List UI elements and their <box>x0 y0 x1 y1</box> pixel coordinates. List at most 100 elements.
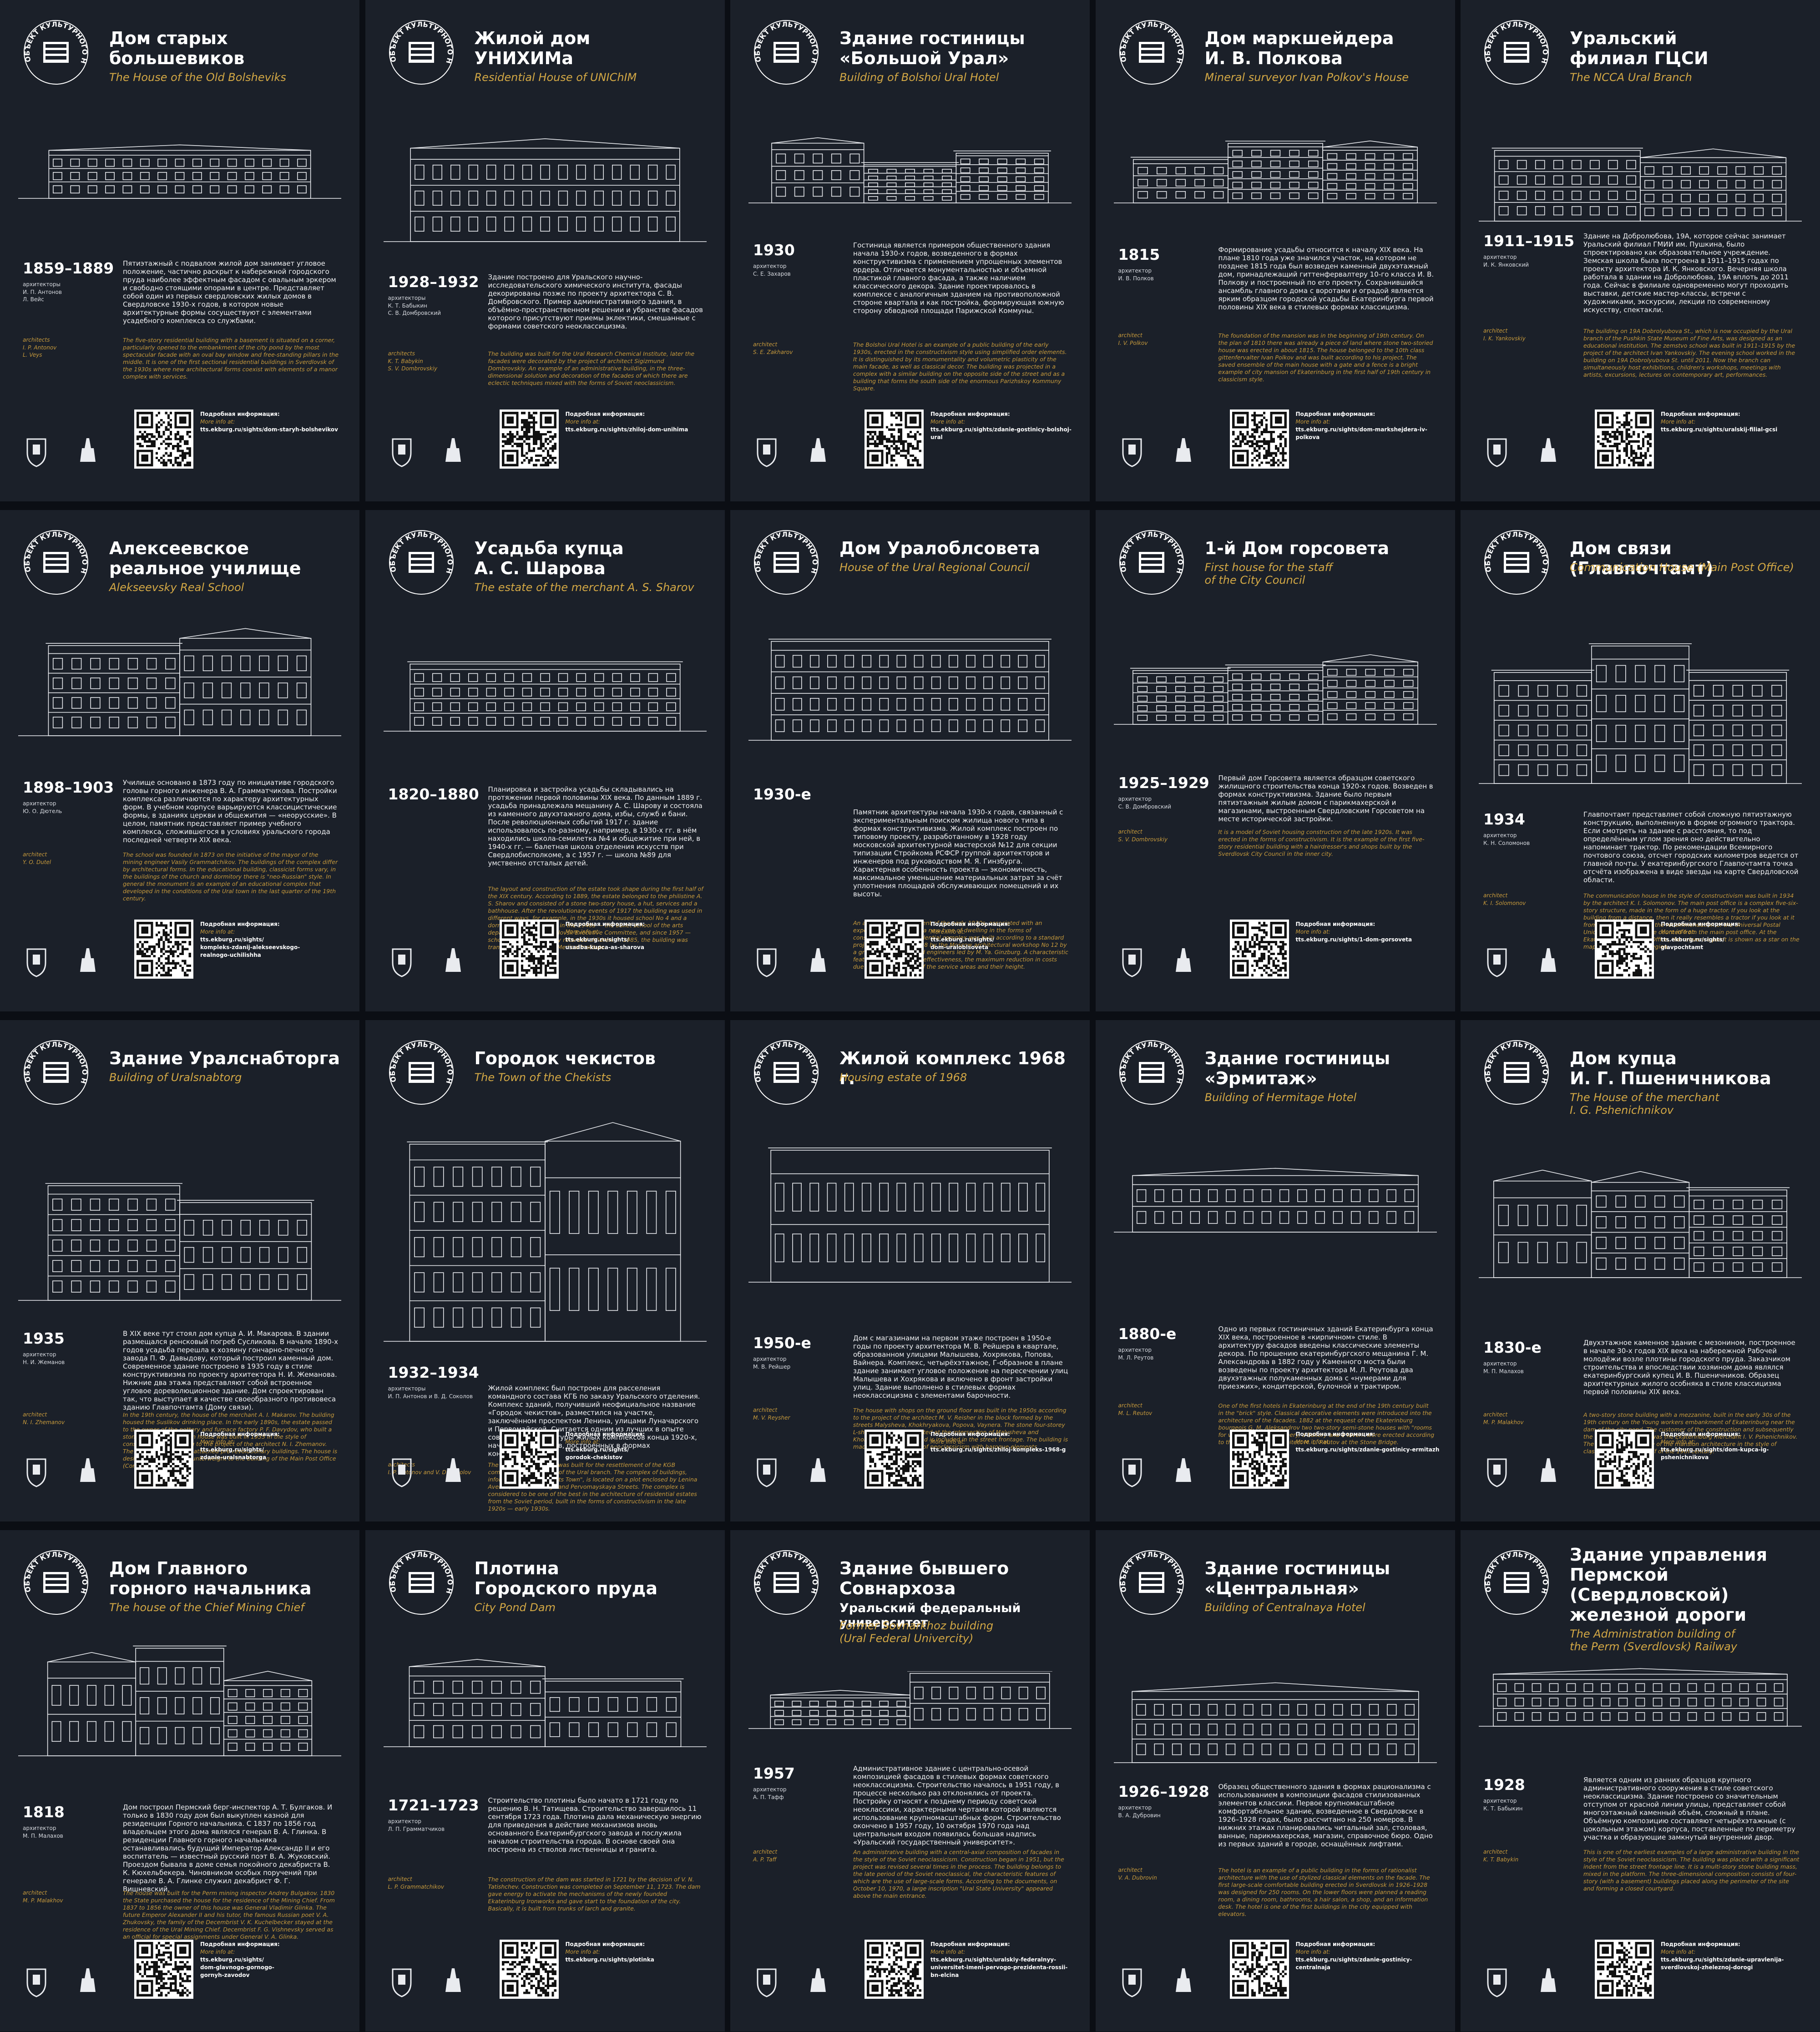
description-ru: Формирование усадьбы относится к началу … <box>1218 246 1434 311</box>
qr-code[interactable] <box>134 1940 193 1999</box>
qr-code[interactable] <box>1595 1940 1654 1999</box>
city-crest-and-tower-icon <box>26 438 96 467</box>
architect-names-en: M. V. Reysher <box>753 1415 790 1421</box>
qr-code[interactable] <box>134 1430 193 1489</box>
heritage-emblem-icon: ОБЪЕКТ КУЛЬТУРНОГО НАСЛЕДИЯ <box>752 1548 819 1615</box>
more-info-label-ru: Подробная информация: <box>1661 411 1740 417</box>
construction-years: 1830-е <box>1483 1339 1542 1356</box>
plaque-title: Уральский филиал ГЦСИ <box>1570 28 1709 68</box>
architect-names-en: S. V. Dombrovskiy <box>1118 836 1168 843</box>
more-info-link[interactable]: tts.ekburg.ru/sights/ dom-glavnogo-gorno… <box>200 1956 274 1978</box>
plaque-subtitle-en: The Administration building of the Perm … <box>1570 1628 1738 1653</box>
plaque-title: Дом Главного горного начальника <box>109 1558 312 1598</box>
construction-years: 1950-е <box>753 1334 811 1352</box>
qr-code[interactable] <box>499 920 559 979</box>
plaque-subtitle-en: City Pond Dam <box>474 1601 556 1614</box>
more-info-link[interactable]: tts.ekburg.ru/sights/zhiloj-dom-unihima <box>565 426 688 433</box>
more-info-link[interactable]: tts.ekburg.ru/sights/ glavpochtamt <box>1661 936 1724 950</box>
qr-code[interactable] <box>864 920 924 979</box>
architect-names-en: V. A. Dubrovin <box>1118 1875 1157 1881</box>
more-info-link[interactable]: tts.ekburg.ru/sights/ gorodok-chekistov <box>565 1446 629 1461</box>
plaque-subtitle-en: The house of the Chief Mining Chief <box>109 1601 304 1614</box>
description-en: The five-story residential building with… <box>123 337 339 380</box>
construction-years: 1957 <box>753 1764 795 1782</box>
architect-label-en: architect <box>753 341 778 348</box>
building-illustration <box>1113 1143 1437 1234</box>
more-info-label-ru: Подробная информация: <box>200 1431 280 1437</box>
qr-code[interactable] <box>864 409 924 469</box>
plaque-title: Дом маркшейдера И. В. Полкова <box>1204 28 1394 68</box>
qr-code[interactable] <box>134 920 193 979</box>
city-logos <box>1118 1965 1209 1999</box>
architect-names: Л. П. Грамматчиков <box>388 1826 445 1832</box>
more-info-link[interactable]: tts.ekburg.ru/sights/uralskij-filial-gcs… <box>1661 426 1778 433</box>
more-info-link[interactable]: tts.ekburg.ru/sights/zdanie-gostinicy-ce… <box>1295 1956 1412 1971</box>
more-info-link[interactable]: tts.ekburg.ru/sights/uralskiy-federalnyy… <box>930 1956 1068 1978</box>
heritage-plaque-card: ОБЪЕКТ КУЛЬТУРНОГО НАСЛЕДИЯ Дом купца И. … <box>1461 1020 1820 1521</box>
more-info-link[interactable]: tts.ekburg.ru/sights/dom-staryh-bolshevi… <box>200 426 338 433</box>
more-info-link[interactable]: tts.ekburg.ru/sights/ zdanie-uralsnabtor… <box>200 1446 267 1461</box>
more-info-link[interactable]: tts.ekburg.ru/sights/plotinka <box>565 1956 654 1963</box>
plaque-title: Здание бывшего Совнархоза <box>839 1558 1009 1598</box>
more-info-link[interactable]: tts.ekburg.ru/sights/zdanie-upravlenija-… <box>1661 1956 1784 1971</box>
heritage-emblem-icon: ОБЪЕКТ КУЛЬТУРНОГО НАСЛЕДИЯ <box>22 18 89 85</box>
more-info: Подробная информация: More info at: tts.ek… <box>1296 920 1441 944</box>
more-info-link[interactable]: tts.ekburg.ru/sights/zdanie-gostinicy-er… <box>1295 1446 1440 1453</box>
qr-code[interactable] <box>1229 920 1289 979</box>
city-logos <box>1483 1455 1574 1489</box>
architect-names: Ю. О. Дютель <box>23 808 62 814</box>
architect-label-en: architect <box>23 851 47 858</box>
more-info-link[interactable]: tts.ekburg.ru/sights/1-dom-gorsoveta <box>1295 936 1412 943</box>
qr-code[interactable] <box>1595 409 1654 469</box>
more-info: Подробная информация: More info at: tts.ek… <box>1296 410 1441 441</box>
description-en: The Bolshoi Ural Hotel is an example of … <box>853 341 1067 392</box>
qr-code[interactable] <box>864 1940 924 1999</box>
description-en: The construction of the dam was started … <box>488 1876 701 1912</box>
more-info-link[interactable]: tts.ekburg.ru/sights/ kompleks-zdanij-al… <box>200 936 300 958</box>
qr-code[interactable] <box>1595 1430 1654 1489</box>
city-crest-and-tower-icon <box>26 948 96 977</box>
building-illustration <box>1479 114 1802 223</box>
heritage-plaque-card: ОБЪЕКТ КУЛЬТУРНОГО НАСЛЕДИЯ Усадьба купца… <box>365 510 725 1011</box>
plaque-title: Усадьба купца А. С. Шарова <box>474 538 624 578</box>
qr-code[interactable] <box>499 1430 559 1489</box>
architect-label: архитекторы <box>388 295 426 301</box>
qr-code[interactable] <box>499 409 559 469</box>
qr-code[interactable] <box>499 1940 559 1999</box>
qr-code[interactable] <box>864 1430 924 1489</box>
qr-code[interactable] <box>1229 409 1289 469</box>
more-info-link[interactable]: tts.ekburg.ru/sights/ usadba-kupca-as-sh… <box>565 936 644 950</box>
construction-years: 1935 <box>23 1329 65 1347</box>
plaque-title: Алексеевское реальное училище <box>109 538 301 578</box>
architect-label-en: architects <box>23 337 50 343</box>
plaque-subtitle-en: Alekseevsky Real School <box>109 581 244 594</box>
qr-code[interactable] <box>1229 1940 1289 1999</box>
heritage-plaque-card: ОБЪЕКТ КУЛЬТУРНОГО НАСЛЕДИЯ Здание гостин… <box>730 0 1090 501</box>
more-info-link[interactable]: tts.ekburg.ru/sights/zdanie-gostinicy-bo… <box>930 426 1072 440</box>
plaque-title: Здание гостиницы «Центральная» <box>1204 1558 1390 1598</box>
more-info: Подробная информация: More info at: tts.ek… <box>1296 1430 1441 1454</box>
construction-years: 1859–1889 <box>23 259 114 277</box>
heritage-plaque-card: ОБЪЕКТ КУЛЬТУРНОГО НАСЛЕДИЯ Дом связи (Гл… <box>1461 510 1820 1011</box>
plaque-subtitle-en: The Town of the Chekists <box>474 1071 612 1084</box>
building-illustration <box>748 1143 1072 1284</box>
qr-code[interactable] <box>134 409 193 469</box>
city-crest-and-tower-icon <box>757 438 826 467</box>
qr-code[interactable] <box>1595 920 1654 979</box>
plaque-title: Дом старых большевиков <box>109 28 245 68</box>
more-info-label-ru: Подробная информация: <box>930 1431 1010 1437</box>
building-illustration <box>383 125 707 243</box>
more-info: Подробная информация: More info at: tts.ek… <box>566 1941 711 1964</box>
qr-code[interactable] <box>1229 1430 1289 1489</box>
city-crest-and-tower-icon <box>757 1968 826 1997</box>
architect-names-en: Y. O. Dutel <box>23 859 51 865</box>
more-info-link[interactable]: tts.ekburg.ru/sights/zhiloj-kompleks-196… <box>930 1446 1066 1453</box>
more-info: Подробная информация: More info at: tts.ek… <box>566 410 711 434</box>
more-info-link[interactable]: tts.ekburg.ru/sights/dom-markshejdera-iv… <box>1295 426 1427 440</box>
city-logos <box>23 1965 114 1999</box>
architect-names-en: I. K. Yankovskiy <box>1483 335 1526 342</box>
more-info-label-ru: Подробная информация: <box>565 921 645 927</box>
more-info-link[interactable]: tts.ekburg.ru/sights/dom-kupca-ig-psheni… <box>1661 1446 1769 1461</box>
more-info-link[interactable]: tts.ekburg.ru/sights/ dom-uraloblsoveta <box>930 936 994 950</box>
more-info-label-en: More info at: <box>1295 419 1330 425</box>
